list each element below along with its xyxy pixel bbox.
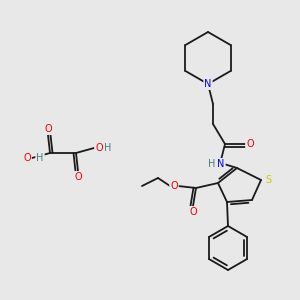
Text: S: S — [265, 175, 271, 185]
Text: O: O — [189, 207, 197, 217]
Text: H: H — [104, 143, 112, 153]
Text: H: H — [208, 159, 216, 169]
Text: O: O — [74, 172, 82, 182]
Text: O: O — [44, 124, 52, 134]
Text: N: N — [204, 79, 212, 89]
Text: O: O — [23, 153, 31, 163]
Text: O: O — [170, 181, 178, 191]
Text: O: O — [246, 139, 254, 149]
Text: O: O — [95, 143, 103, 153]
Text: N: N — [217, 159, 225, 169]
Text: H: H — [36, 153, 44, 163]
